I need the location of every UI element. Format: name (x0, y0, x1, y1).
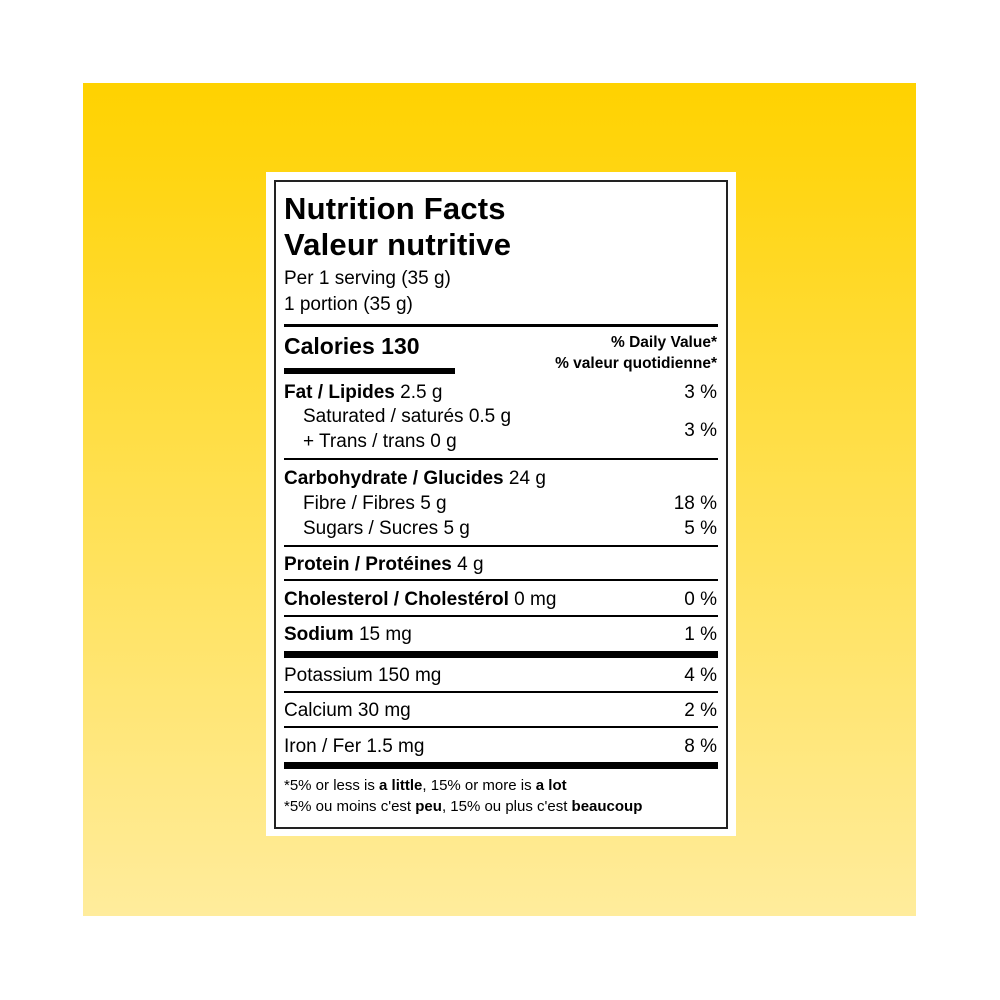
calories-bar (284, 368, 455, 374)
sugars-row: Sugars / Sucres 5 g (303, 518, 470, 539)
cholesterol-row: Cholesterol / Cholestérol 0 mg (284, 589, 557, 610)
trans-row: + Trans / trans 0 g (303, 431, 457, 452)
thick-divider (284, 762, 718, 769)
footnote-en: *5% or less is a little, 15% or more is … (284, 777, 567, 794)
sugars-dv: 5 % (684, 518, 717, 539)
calcium-row: Calcium 30 mg (284, 700, 411, 721)
saturated-row: Saturated / saturés 0.5 g (303, 406, 512, 427)
divider (284, 324, 718, 327)
label-border (274, 180, 728, 829)
iron-row: Iron / Fer 1.5 mg (284, 736, 425, 757)
carbohydrate-row: Carbohydrate / Glucides 24 g (284, 468, 546, 489)
sodium-dv: 1 % (684, 624, 717, 645)
divider (284, 579, 718, 581)
daily-value-header-en: % Daily Value* (611, 334, 717, 351)
sodium-row: Sodium 15 mg (284, 624, 412, 645)
iron-dv: 8 % (684, 736, 717, 757)
title-en: Nutrition Facts (284, 191, 506, 226)
divider (284, 691, 718, 693)
divider (284, 615, 718, 617)
divider (284, 458, 718, 460)
title-fr: Valeur nutritive (284, 227, 512, 262)
thick-divider (284, 651, 718, 658)
protein-row: Protein / Protéines 4 g (284, 554, 484, 575)
fibre-dv: 18 % (673, 493, 717, 514)
serving-en: Per 1 serving (35 g) (284, 268, 451, 289)
fat-dv: 3 % (684, 382, 717, 403)
daily-value-header-fr: % valeur quotidienne* (555, 355, 717, 372)
potassium-dv: 4 % (684, 665, 717, 686)
cholesterol-dv: 0 % (684, 589, 717, 610)
calories: Calories 130 (284, 333, 420, 359)
potassium-row: Potassium 150 mg (284, 665, 442, 686)
footnote-fr: *5% ou moins c'est peu, 15% ou plus c'es… (284, 798, 643, 815)
fibre-row: Fibre / Fibres 5 g (303, 493, 447, 514)
sat-trans-dv: 3 % (684, 420, 717, 441)
calcium-dv: 2 % (684, 700, 717, 721)
divider (284, 545, 718, 547)
serving-fr: 1 portion (35 g) (284, 294, 413, 315)
divider (284, 726, 718, 728)
nutrition-label (266, 172, 736, 836)
fat-row: Fat / Lipides 2.5 g (284, 382, 443, 403)
